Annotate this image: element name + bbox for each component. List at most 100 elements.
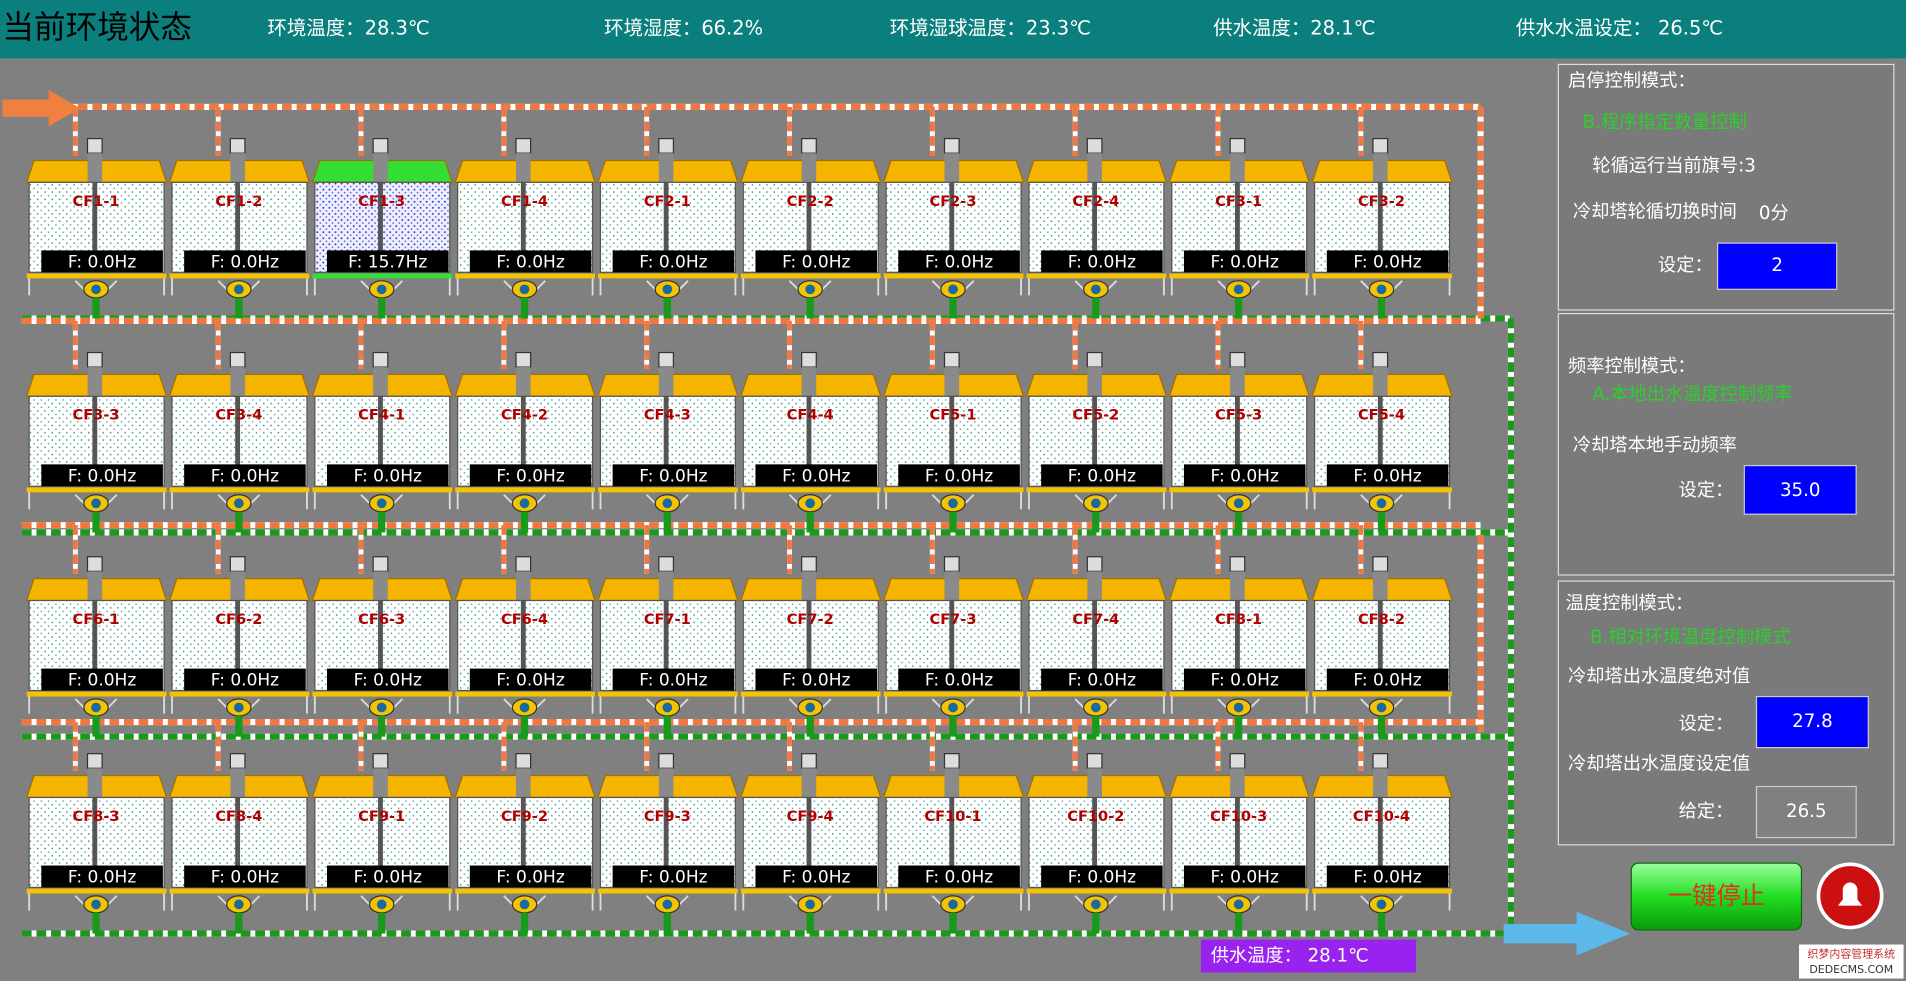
tower-legs — [885, 278, 1022, 296]
fan-motor — [943, 137, 960, 154]
freq-box — [184, 464, 306, 487]
cooling-tower[interactable]: CF8-4 F: 0.0Hz — [168, 722, 311, 934]
tower-base — [740, 691, 881, 697]
freq-value: F: 0.0Hz — [496, 868, 564, 888]
fan-shaft — [235, 797, 241, 883]
tower-base — [26, 487, 167, 493]
cooling-tower[interactable]: CF10-4 F: 0.0Hz — [1311, 722, 1453, 934]
cooling-tower[interactable]: CF7-2 F: 0.0Hz — [740, 525, 882, 737]
fan-shaft — [235, 182, 241, 268]
freq-box — [1041, 668, 1163, 691]
fan-motor — [1372, 351, 1389, 368]
freq-box — [326, 250, 449, 273]
cooling-tower[interactable]: CF5-1 F: 0.0Hz — [882, 320, 1025, 533]
cooling-tower[interactable]: CF4-1 F: 0.0Hz — [311, 320, 454, 533]
freq-value: F: 0.0Hz — [211, 671, 279, 691]
fan-motor — [515, 137, 532, 154]
cooling-tower[interactable]: CF6-2 F: 0.0Hz — [168, 525, 311, 737]
cooling-tower[interactable]: CF3-1 F: 0.0Hz — [1168, 106, 1311, 319]
tower-legs — [1028, 893, 1165, 911]
fan-motor — [1372, 137, 1389, 154]
freq-box — [1183, 668, 1306, 691]
cooling-tower[interactable]: CF5-3 F: 0.0Hz — [1168, 320, 1311, 533]
freq-box — [1326, 668, 1449, 691]
cooling-tower[interactable]: CF9-1 F: 0.0Hz — [311, 722, 454, 934]
freq-box — [1041, 865, 1163, 888]
freq-box — [41, 250, 163, 273]
tower-legs — [313, 278, 451, 296]
tower-name: CF9-1 — [358, 808, 405, 825]
stop-button[interactable] — [1630, 862, 1803, 931]
tower-base — [1169, 273, 1310, 279]
cooling-tower[interactable]: CF1-4 F: 0.0Hz — [454, 106, 596, 319]
fan-motor — [515, 753, 532, 769]
cooling-tower[interactable]: CF5-4 F: 0.0Hz — [1311, 320, 1453, 533]
fan-shaft — [378, 396, 383, 482]
cooling-tower[interactable]: CF8-2 F: 0.0Hz — [1311, 525, 1453, 737]
tower-name: CF4-2 — [501, 407, 548, 424]
input-box[interactable] — [1743, 464, 1857, 515]
cooling-tower[interactable]: CF3-3 F: 0.0Hz — [25, 320, 168, 533]
cooling-tower[interactable]: CF10-1 F: 0.0Hz — [882, 722, 1025, 934]
fan-motor — [1372, 556, 1389, 572]
panel-title: 温度控制模式： — [1566, 593, 1694, 614]
tower-base — [598, 691, 738, 697]
cooling-tower[interactable]: CF7-4 F: 0.0Hz — [1025, 525, 1168, 737]
cooling-tower[interactable]: CF9-4 F: 0.0Hz — [740, 722, 882, 934]
fan-motor — [372, 753, 389, 769]
freq-value: F: 0.0Hz — [782, 868, 850, 888]
freq-value: F: 0.0Hz — [925, 868, 993, 888]
pump-core — [1376, 702, 1387, 713]
freq-box — [326, 668, 449, 691]
input-box[interactable] — [1755, 695, 1869, 749]
cooling-tower[interactable]: CF1-1 F: 0.0Hz — [25, 106, 168, 319]
fan-shaft — [520, 396, 526, 482]
tower-legs — [1170, 696, 1308, 714]
pump-core — [91, 498, 101, 509]
cooling-tower[interactable]: CF1-2 F: 0.0Hz — [168, 106, 311, 319]
cooling-tower[interactable]: CF8-3 F: 0.0Hz — [25, 722, 168, 934]
outlet-pipe — [92, 511, 100, 533]
tower-name: CF10-4 — [1353, 808, 1410, 825]
cooling-tower[interactable]: CF8-1 F: 0.0Hz — [1168, 525, 1311, 737]
cooling-tower[interactable]: CF10-2 F: 0.0Hz — [1025, 722, 1168, 934]
panel-label: 冷却塔出水温度设定值 — [1568, 754, 1750, 775]
cooling-tower[interactable]: CF4-3 F: 0.0Hz — [597, 320, 739, 533]
tower-name: CF5-4 — [1358, 407, 1405, 424]
cooling-tower[interactable]: CF2-3 F: 0.0Hz — [882, 106, 1025, 319]
cooling-tower[interactable]: CF7-3 F: 0.0Hz — [882, 525, 1025, 737]
cooling-tower[interactable]: CF3-2 F: 0.0Hz — [1311, 106, 1453, 319]
cooling-tower[interactable]: CF4-2 F: 0.0Hz — [454, 320, 596, 533]
tower-legs — [28, 893, 166, 911]
tower-name: CF9-4 — [787, 808, 834, 825]
input-box[interactable] — [1716, 242, 1838, 290]
cooling-tower[interactable]: CF6-1 F: 0.0Hz — [25, 525, 168, 737]
cooling-tower[interactable]: CF2-4 F: 0.0Hz — [1025, 106, 1168, 319]
fan-motor — [1086, 137, 1103, 154]
panel-label: 设定： — [1679, 480, 1734, 501]
fan-motor — [1229, 556, 1246, 572]
cooling-tower[interactable]: CF9-2 F: 0.0Hz — [454, 722, 596, 934]
cooling-tower[interactable]: CF3-4 F: 0.0Hz — [168, 320, 311, 533]
pump-core — [948, 284, 958, 295]
outlet-pipe — [378, 715, 386, 737]
cooling-tower[interactable]: CF7-1 F: 0.0Hz — [597, 525, 739, 737]
outlet-pipe — [949, 511, 957, 533]
cooling-tower[interactable]: CF6-3 F: 0.0Hz — [311, 525, 454, 737]
fan-motor — [1086, 351, 1103, 368]
tower-base — [26, 273, 167, 279]
freq-box — [1326, 250, 1449, 273]
cooling-tower[interactable]: CF4-4 F: 0.0Hz — [740, 320, 882, 533]
tower-legs — [28, 278, 166, 296]
cooling-tower[interactable]: CF6-4 F: 0.0Hz — [454, 525, 596, 737]
cooling-tower[interactable]: CF5-2 F: 0.0Hz — [1025, 320, 1168, 533]
cooling-tower[interactable]: CF10-3 F: 0.0Hz — [1168, 722, 1311, 934]
cooling-tower[interactable]: CF9-3 F: 0.0Hz — [597, 722, 739, 934]
tower-name: CF7-1 — [644, 611, 691, 628]
tower-base — [1312, 487, 1452, 493]
cooling-tower[interactable]: CF2-1 F: 0.0Hz — [597, 106, 739, 319]
freq-box — [1326, 865, 1449, 888]
cooling-tower[interactable]: CF2-2 F: 0.0Hz — [740, 106, 882, 319]
header-item: 环境湿度：66.2% — [604, 17, 763, 40]
cooling-tower[interactable]: CF1-3 F: 15.7Hz — [311, 106, 454, 319]
